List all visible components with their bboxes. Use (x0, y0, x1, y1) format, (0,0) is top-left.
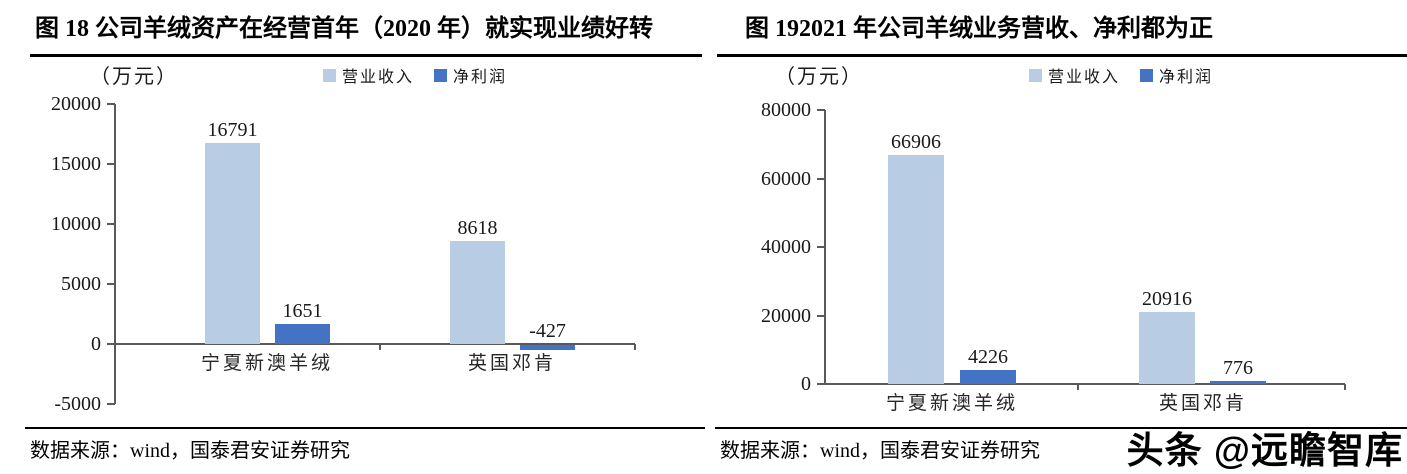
category-label: 英国邓肯 (467, 353, 556, 374)
y-tick-mark (107, 163, 115, 165)
y-tick-label: 20000 (51, 93, 101, 115)
bar-value-label: 20916 (1142, 288, 1192, 311)
y-tick-label: 0 (801, 373, 811, 395)
y-tick-mark (817, 246, 825, 248)
figure-title-right: 图 192021 年公司羊绒业务营收、净利都为正 (717, 12, 1407, 57)
category-label: 宁夏新澳羊绒 (885, 393, 1018, 414)
bar-净利润-英国邓肯 (520, 345, 575, 351)
y-tick-label: 15000 (51, 153, 101, 175)
y-tick-mark (817, 177, 825, 180)
bar-value-label: 16791 (207, 118, 258, 141)
category-label: 英国邓肯 (1158, 393, 1247, 414)
bar-净利润-宁夏新澳羊绒 (275, 324, 330, 344)
y-tick-label: -5000 (54, 393, 101, 415)
y-tick-mark (817, 314, 825, 317)
legend: 营业收入 净利润 (835, 63, 1407, 87)
legend-label: 净利润 (453, 69, 508, 86)
bar-营业收入-英国邓肯 (450, 240, 505, 344)
bar-营业收入-宁夏新澳羊绒 (205, 142, 260, 344)
legend-item: 营业收入 (322, 63, 414, 87)
y-tick-mark (817, 109, 825, 111)
bar-净利润-英国邓肯 (1210, 381, 1266, 384)
bar-营业收入-英国邓肯 (1139, 312, 1195, 384)
data-source-left: 数据来源：wind，国泰君安证券研究 (30, 440, 350, 462)
x-axis-line (825, 383, 1345, 385)
category-tick-mark (1077, 384, 1079, 390)
legend-item: 净利润 (1140, 63, 1213, 87)
y-axis-line (824, 110, 826, 384)
figure-title-left: 图 18 公司羊绒资产在经营首年（2020 年）就实现业绩好转 (30, 12, 702, 57)
category-tick-mark (379, 344, 381, 350)
bar-value-label: 1651 (282, 300, 323, 323)
bar-营业收入-宁夏新澳羊绒 (888, 154, 944, 384)
y-tick-label: 0 (91, 333, 101, 355)
y-axis-line (114, 104, 116, 404)
legend: 营业收入 净利润 (150, 63, 680, 87)
data-source-right: 数据来源：wind，国泰君安证券研究 (720, 440, 1040, 462)
divider-line-right (715, 427, 1407, 429)
category-label: 宁夏新澳羊绒 (200, 353, 333, 374)
y-tick-mark (107, 403, 115, 405)
chart-right: （万元） 营业收入 净利润 80000 60000 40000 20000 0 66906 4… (715, 55, 1407, 420)
y-tick-mark (817, 383, 825, 385)
legend-label: 净利润 (1159, 69, 1214, 86)
bar-value-label: 776 (1223, 357, 1253, 379)
y-tick-label: 40000 (761, 236, 811, 258)
legend-label: 营业收入 (1047, 69, 1120, 86)
y-tick-label: 80000 (761, 99, 811, 121)
x-axis-line (115, 343, 635, 345)
bar-value-label: 66906 (891, 130, 941, 153)
bar-value-label: 8618 (457, 216, 498, 239)
bar-value-label: 4226 (968, 345, 1008, 368)
y-axis-unit-label: （万元） (90, 66, 178, 88)
y-tick-label: 60000 (761, 167, 811, 190)
category-tick-mark (1344, 384, 1346, 390)
y-tick-mark (107, 283, 115, 285)
category-tick-mark (634, 344, 636, 350)
bar-value-label: -427 (529, 320, 566, 342)
watermark: 头条 @远瞻智库 (1126, 430, 1403, 471)
legend-item: 营业收入 (1028, 63, 1120, 87)
plot-area: 20000 15000 10000 5000 0 -5000 16791 1651 宁夏新澳羊绒… (30, 55, 680, 420)
y-tick-mark (107, 103, 115, 105)
y-tick-label: 20000 (761, 304, 811, 327)
y-tick-mark (107, 343, 115, 345)
plot-area: 80000 60000 40000 20000 0 66906 4226 宁夏新澳羊绒 2091… (715, 55, 1407, 420)
legend-label: 营业收入 (341, 69, 414, 86)
y-tick-label: 10000 (51, 213, 101, 235)
legend-swatch-icon (322, 68, 336, 82)
legend-swatch-icon (1140, 68, 1153, 82)
legend-item: 净利润 (434, 63, 507, 87)
bar-净利润-宁夏新澳羊绒 (960, 369, 1016, 384)
y-tick-label: 5000 (61, 273, 101, 295)
chart-left: （万元） 营业收入 净利润 20000 15000 10000 5000 0 -5000 16… (30, 55, 680, 420)
legend-swatch-icon (434, 68, 447, 82)
legend-swatch-icon (1028, 68, 1042, 82)
divider-line-left (25, 427, 705, 429)
y-axis-unit-label: （万元） (775, 66, 863, 88)
y-tick-mark (107, 223, 115, 225)
